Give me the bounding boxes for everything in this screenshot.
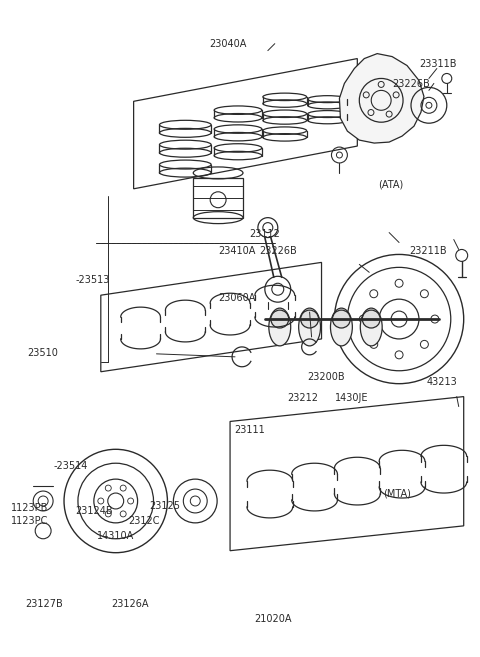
Text: 2312C: 2312C: [128, 516, 160, 526]
Polygon shape: [339, 54, 424, 143]
Text: 23127B: 23127B: [25, 599, 63, 609]
Ellipse shape: [330, 308, 352, 346]
Text: 23125: 23125: [149, 501, 180, 511]
Text: 23200B: 23200B: [307, 373, 345, 382]
Text: 23226B: 23226B: [259, 246, 297, 256]
Text: 23111: 23111: [234, 424, 265, 435]
Bar: [193, 178, 243, 217]
Text: -23513: -23513: [75, 275, 110, 285]
Text: (MTA): (MTA): [383, 488, 411, 498]
Circle shape: [271, 310, 288, 328]
Circle shape: [333, 310, 350, 328]
Text: 23410A: 23410A: [218, 246, 256, 256]
Text: 23510: 23510: [28, 348, 59, 358]
Text: 23040A: 23040A: [209, 39, 246, 49]
Text: 23226B: 23226B: [393, 79, 431, 89]
Text: 43213: 43213: [426, 377, 457, 387]
Text: 23311B: 23311B: [419, 59, 456, 69]
Text: 23124B: 23124B: [75, 507, 113, 516]
Text: 23212: 23212: [287, 394, 318, 403]
Ellipse shape: [299, 308, 321, 346]
Text: 23211B: 23211B: [409, 246, 447, 256]
Circle shape: [362, 310, 380, 328]
Text: 23112: 23112: [250, 229, 280, 238]
Text: 23126A: 23126A: [111, 599, 149, 609]
Text: -23514: -23514: [54, 461, 88, 470]
Text: 14310A: 14310A: [97, 532, 134, 541]
Text: 1123PB: 1123PB: [11, 503, 48, 513]
Circle shape: [300, 310, 319, 328]
Ellipse shape: [269, 308, 291, 346]
Text: (ATA): (ATA): [378, 180, 404, 190]
Text: 21020A: 21020A: [254, 614, 292, 624]
Ellipse shape: [360, 308, 382, 346]
Text: 1430JE: 1430JE: [336, 394, 369, 403]
Text: 23060A: 23060A: [218, 293, 256, 303]
Text: 1123PC: 1123PC: [11, 516, 48, 526]
